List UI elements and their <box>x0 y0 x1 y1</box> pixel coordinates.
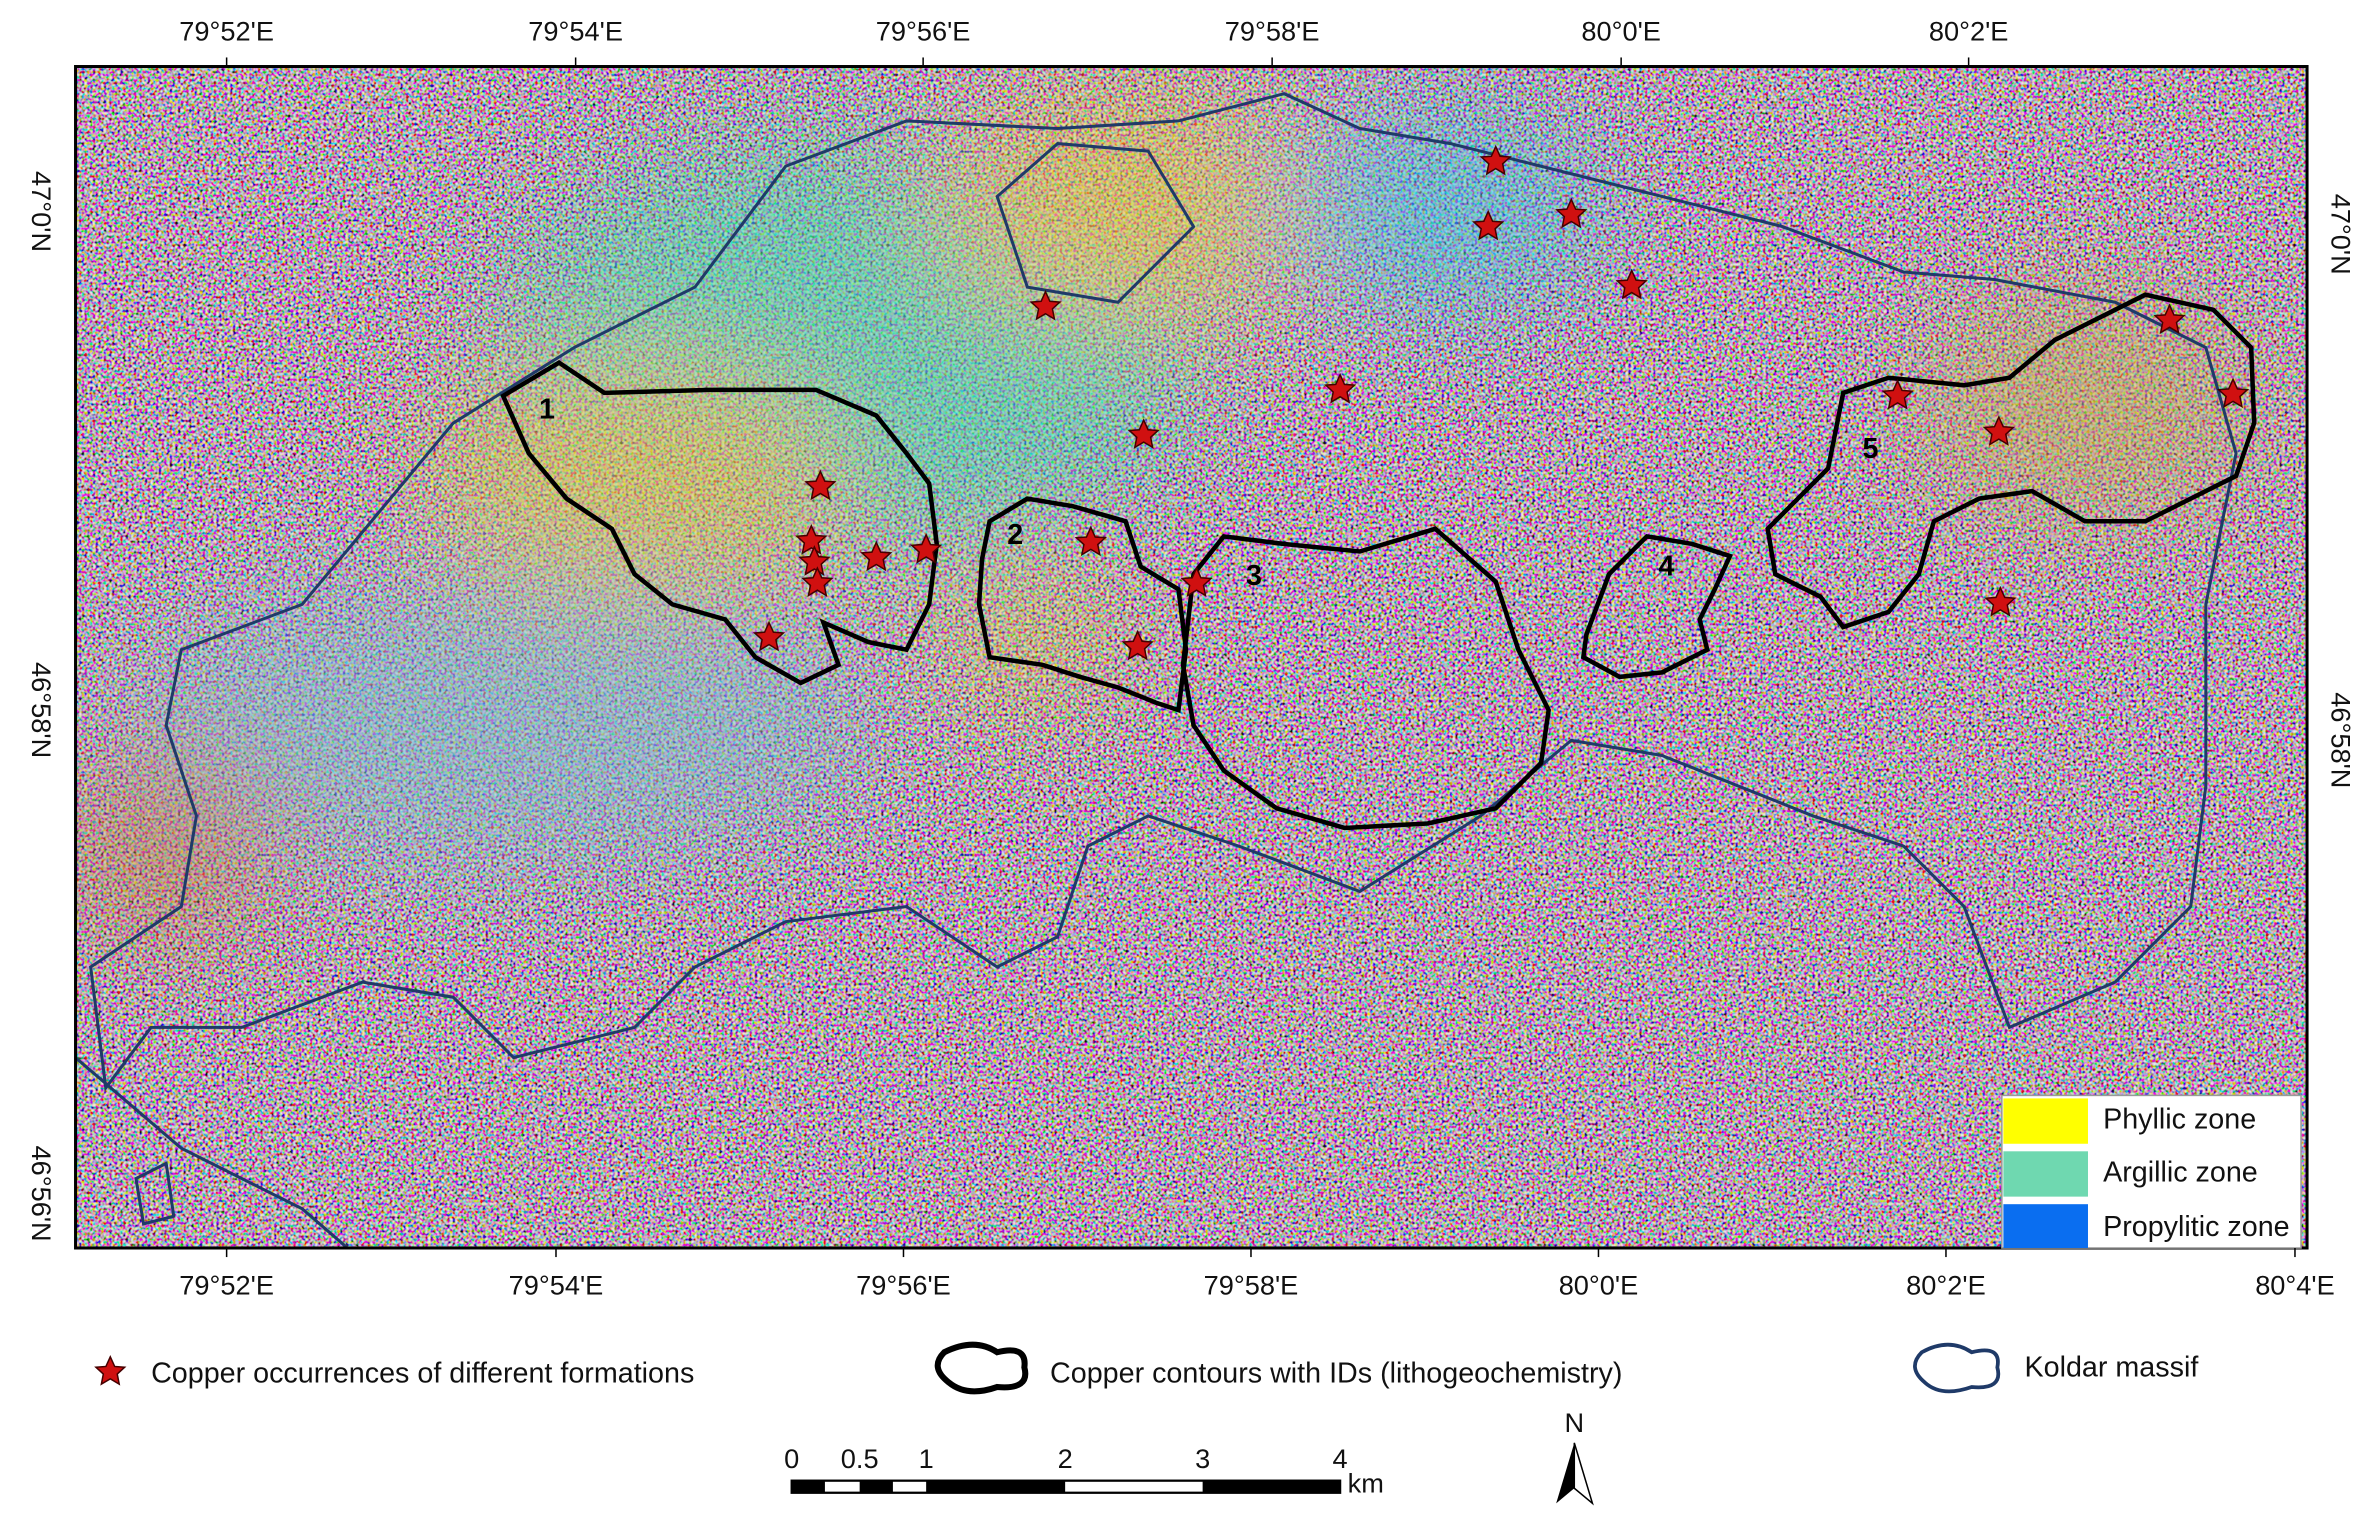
contour-id: 4 <box>1658 551 1674 583</box>
scale-label: 3 <box>1195 1443 1210 1474</box>
scale-bar-segment <box>791 1480 825 1493</box>
right-label: 46°58'N <box>2326 692 2357 788</box>
north-arrow-right <box>1573 1442 1594 1506</box>
top-label: 80°2'E <box>1929 15 2009 46</box>
top-label: 79°56'E <box>876 15 971 46</box>
zone-swatch <box>2003 1204 2088 1249</box>
bottom-label: 79°58'E <box>1204 1269 1299 1300</box>
zone-swatch <box>2003 1098 2088 1144</box>
copper-contours <box>500 292 2257 831</box>
top-label: 79°54'E <box>528 15 623 46</box>
zone-label: Argillic zone <box>2103 1157 2258 1189</box>
bottom-label: 79°52'E <box>179 1269 274 1300</box>
left-label: 47°0'N <box>26 171 57 252</box>
satellite-image <box>75 66 2308 1249</box>
scale-bar: 0 0.5 1 2 3 4 km <box>784 1443 1384 1498</box>
legend-label: Koldar massif <box>2025 1351 2200 1383</box>
scale-bar-segment <box>859 1480 893 1493</box>
scale-bar-segment <box>1202 1480 1341 1493</box>
scale-unit: km <box>1348 1467 1384 1498</box>
scale-label: 4 <box>1333 1443 1348 1474</box>
scale-label: 1 <box>919 1443 934 1474</box>
scale-bar-segment <box>926 1480 1066 1493</box>
top-label: 79°58'E <box>1225 15 1320 46</box>
right-label: 47°0'N <box>2326 194 2357 275</box>
north-arrow-left <box>1556 1442 1575 1504</box>
bottom-label: 80°0'E <box>1559 1269 1639 1300</box>
zone-label: Phyllic zone <box>2103 1104 2256 1136</box>
legend-star <box>95 1356 126 1385</box>
scale-label: 0 <box>784 1443 799 1474</box>
north-label: N <box>1564 1407 1584 1438</box>
contour-id: 5 <box>1862 433 1878 465</box>
zone-label: Propylitic zone <box>2103 1211 2290 1243</box>
legend-label: Copper contours with IDs (lithogeochemis… <box>1050 1357 1622 1389</box>
scale-label: 0.5 <box>841 1443 879 1474</box>
top-label: 79°52'E <box>179 15 274 46</box>
zone-swatch <box>2003 1151 2088 1197</box>
bottom-label: 79°56'E <box>856 1269 951 1300</box>
north-arrow: N <box>1556 1407 1594 1506</box>
scale-label: 2 <box>1058 1443 1073 1474</box>
contour-id: 1 <box>539 394 555 426</box>
left-label: 46°58'N <box>26 662 57 758</box>
legend-label: Copper occurrences of different formatio… <box>151 1357 694 1389</box>
left-label: 46°56'N <box>26 1146 57 1242</box>
bottom-label: 79°54'E <box>509 1269 604 1300</box>
bottom-label: 80°2'E <box>1906 1269 1986 1300</box>
graticule-labels: 79°52'E 79°54'E 79°56'E 79°58'E 80°0'E 80°2'E… <box>26 15 2357 1300</box>
zone-legend: Phyllic zone Argillic zone Propylitic zo… <box>2001 1094 2302 1249</box>
top-label: 80°0'E <box>1581 15 1661 46</box>
contour-ids: 1 2 3 4 5 <box>539 394 1878 592</box>
legend: Copper occurrences of different formatio… <box>95 1341 2200 1395</box>
legend-contour <box>934 1341 1029 1395</box>
contour-id: 2 <box>1007 519 1023 551</box>
contour-id: 3 <box>1246 560 1262 592</box>
bottom-label: 80°4'E <box>2255 1269 2335 1300</box>
legend-massif <box>1913 1342 2001 1394</box>
map-frame <box>74 65 2309 1250</box>
koldar-massif <box>75 92 2238 1249</box>
